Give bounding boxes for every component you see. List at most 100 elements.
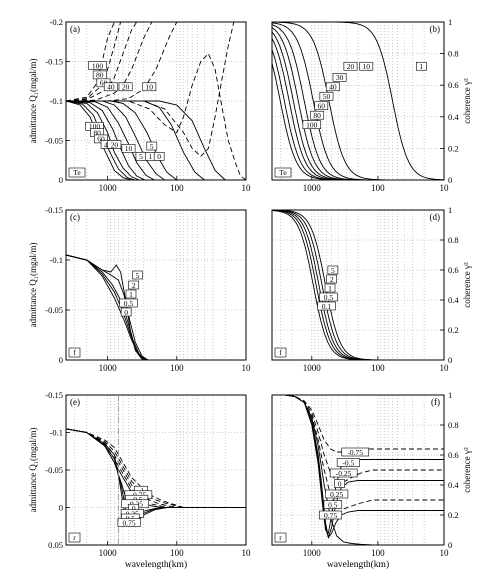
y-axis-label: admittance Q₁(mgal/m) (28, 428, 38, 513)
panel-label-e: (e) (70, 397, 80, 407)
x-tick-label: 100 (170, 548, 184, 558)
grid-e (65, 394, 247, 546)
x-tick-label: 1000 (303, 183, 322, 193)
y-tick-label: -0.1 (50, 96, 63, 106)
curve-label-text: 20 (122, 83, 130, 92)
curve-label-box (107, 140, 122, 149)
curve-label-d-1: 2 (326, 274, 337, 284)
curve-label-text: 1 (419, 62, 423, 71)
series-line-a-15 (66, 100, 226, 181)
curve-label-box (327, 265, 339, 275)
x-tick-label: 1000 (99, 548, 118, 558)
x-tick-label: 1000 (99, 183, 118, 193)
y-tick-label: -0.1 (50, 255, 63, 265)
curve-label-text: 0.5 (324, 293, 334, 302)
curve-label-box (329, 468, 358, 478)
series-line-a-11 (65, 100, 155, 181)
series-group-c (65, 254, 149, 361)
curve-label-box (341, 447, 370, 457)
x-tick-label: 10 (242, 363, 252, 373)
y-tick-label: -0.15 (45, 390, 63, 400)
panel-label-c: (c) (70, 212, 80, 222)
axes-frame-b (271, 21, 445, 181)
y-axis-b: 0 0.2 0.4 0.6 0.8 1 coherence γ² (440, 17, 472, 185)
curve-label-text: 60 (97, 135, 105, 144)
corner-tag-box (274, 532, 287, 543)
series-line-a-5 (66, 52, 247, 181)
curve-label-box (317, 301, 336, 311)
curve-label-text: -0.5 (342, 458, 354, 467)
curve-label-box (153, 152, 165, 161)
curve-label-a-12: 5 (146, 141, 158, 151)
curve-label-box (88, 61, 107, 70)
curve-label-box (325, 489, 349, 499)
y-tick-label: -0.15 (45, 205, 63, 215)
y-tick-label: 0.6 (448, 80, 459, 90)
corner-tag-d: f (274, 347, 287, 358)
curve-label-text: 20 (111, 140, 119, 149)
grid-f (271, 394, 445, 546)
curve-label-box (319, 510, 343, 520)
corner-tag-text: f (279, 348, 282, 357)
x-tick-label: 10 (242, 183, 252, 193)
curve-label-box (142, 82, 157, 92)
x-tick-label: 10 (440, 363, 450, 373)
curve-label-a-3: 40 (103, 82, 118, 92)
y-tick-label: -0.15 (45, 57, 63, 67)
x-tick-label: 100 (170, 363, 184, 373)
y-tick-label: 0.8 (448, 235, 459, 245)
x-tick-label: 1000 (303, 363, 322, 373)
y-tick-label: 0.2 (448, 510, 459, 520)
y-axis-c: 0 -0.05 -0.1 -0.15 admittance Q₁(mgal/m) (28, 205, 70, 365)
y-tick-label: 0 (59, 503, 63, 513)
x-tick-label: 1000 (303, 548, 322, 558)
corner-tag-f: r (274, 532, 287, 543)
curve-label-box (132, 270, 143, 280)
y-tick-label: -0.2 (50, 17, 63, 27)
curve-label-box (302, 120, 321, 129)
y-tick-label: 0.2 (448, 143, 459, 153)
curve-label-a-4: 20 (118, 82, 133, 92)
corner-tag-b: Te (274, 167, 292, 178)
curve-label-d-4: 0.1 (317, 301, 336, 311)
panel-a: 1008060402010100806040201055101000100100… (28, 17, 251, 193)
corner-tag-box (68, 347, 81, 358)
curve-label-c-1: 2 (128, 280, 140, 290)
curve-label-f-6: 0.75 (319, 510, 343, 520)
curve-label-f-0: -0.75 (341, 447, 370, 457)
corner-tag-text: Te (279, 168, 287, 177)
series-line-f-1 (272, 394, 444, 483)
curve-label-text: 5 (139, 152, 143, 161)
curve-label-text: 0.25 (330, 490, 343, 499)
curve-label-c-0: 5 (132, 270, 143, 280)
curve-label-d-3: 0.5 (319, 292, 338, 302)
curve-label-e-7: 0.75 (117, 518, 141, 527)
grid-d (271, 209, 445, 361)
grid-c (65, 209, 247, 361)
y-tick-label: -0.05 (45, 136, 63, 146)
curve-label-text: 40 (329, 83, 337, 92)
axes-frame-d (271, 209, 445, 361)
curve-label-text: -0.75 (347, 448, 363, 457)
axes-frame-f (271, 394, 445, 546)
curve-label-box (326, 274, 337, 284)
curve-label-text: 80 (93, 128, 101, 137)
x-axis-c: 1000 100 10 (99, 356, 251, 373)
curve-label-box (146, 141, 158, 151)
y-axis-e: 0.05 0 -0.05 -0.1 -0.15 admittance Q₁(mgal/m) (28, 390, 70, 550)
curve-label-text: 10 (125, 144, 133, 153)
y-tick-label: 1 (448, 17, 452, 27)
x-tick-label: 100 (170, 183, 184, 193)
curve-label-text: 1 (149, 152, 153, 161)
curve-label-b-6: 60 (314, 101, 329, 111)
curve-label-f-2: -0.25 (329, 468, 358, 478)
y-tick-label: 1 (448, 205, 452, 215)
series-line-e-6 (65, 428, 246, 521)
corner-tag-text: r (279, 533, 282, 542)
curve-label-b-1: 10 (359, 61, 374, 71)
